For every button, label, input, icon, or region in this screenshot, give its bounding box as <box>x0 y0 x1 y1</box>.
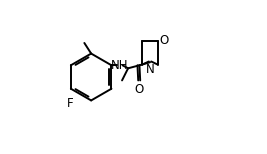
Text: O: O <box>159 34 169 47</box>
Text: NH: NH <box>111 59 128 72</box>
Text: N: N <box>146 63 154 76</box>
Text: F: F <box>67 97 73 110</box>
Text: O: O <box>135 83 144 96</box>
